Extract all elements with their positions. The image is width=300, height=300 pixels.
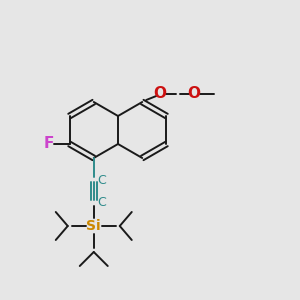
Text: O: O <box>188 86 201 101</box>
Text: Si: Si <box>86 219 101 233</box>
Text: F: F <box>43 136 54 152</box>
Text: C: C <box>98 173 106 187</box>
Text: O: O <box>154 86 167 101</box>
Text: C: C <box>98 196 106 208</box>
